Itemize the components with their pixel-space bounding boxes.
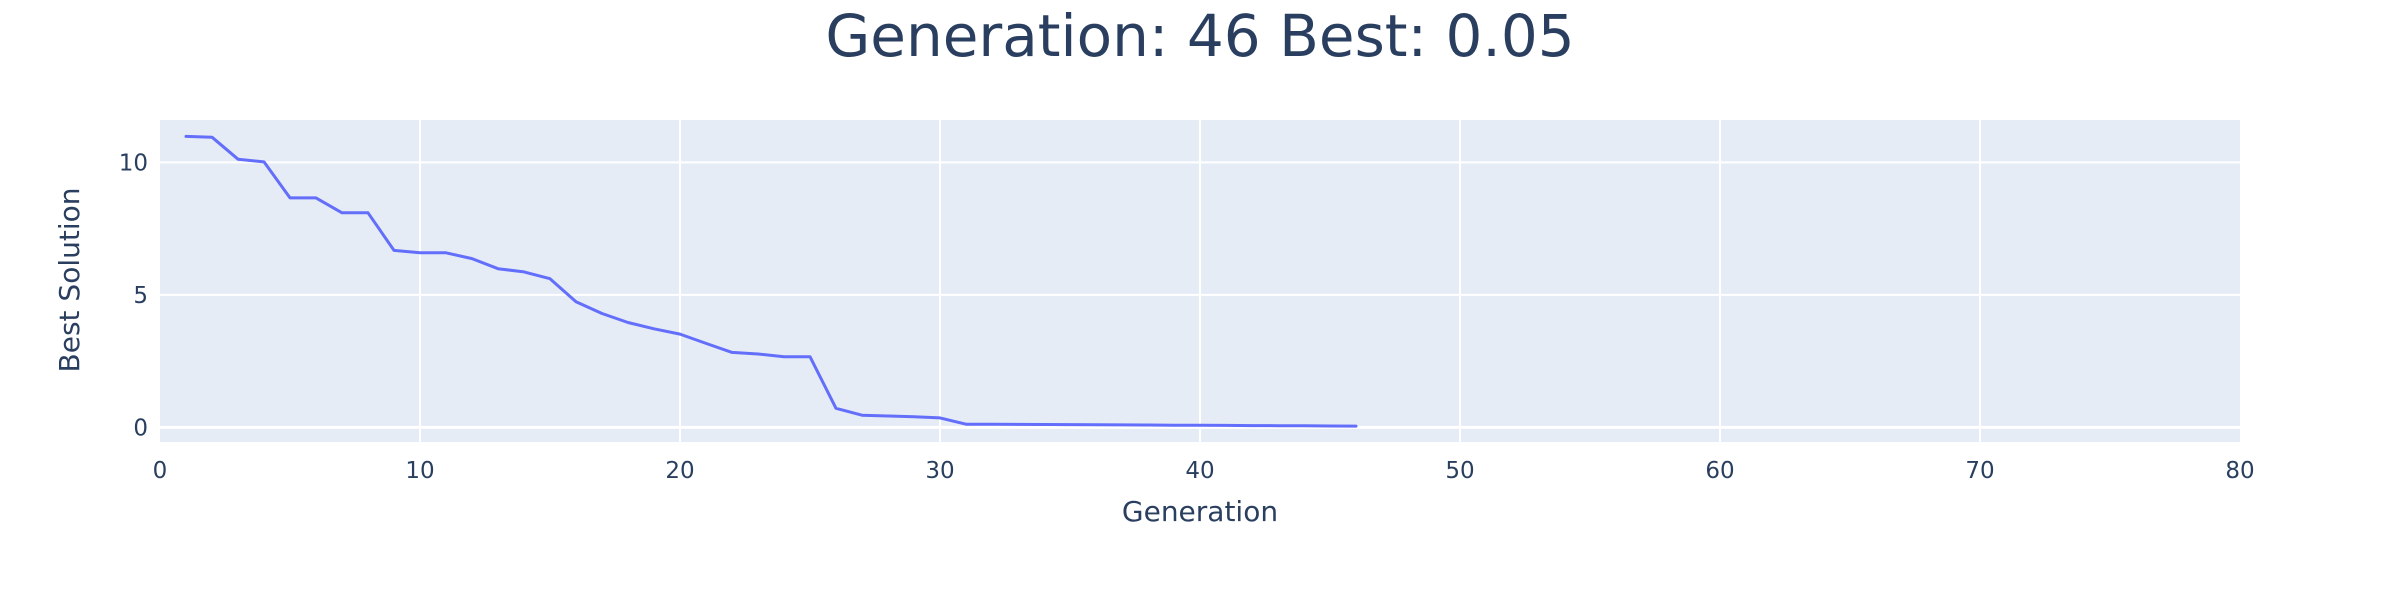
x-tick-label: 70 [1965,458,1994,484]
x-tick-label: 20 [665,458,694,484]
x-tick-label: 30 [925,458,954,484]
x-tick-label: 40 [1185,458,1214,484]
x-tick-label: 0 [153,458,168,484]
x-tick-label: 10 [405,458,434,484]
x-tick-label: 60 [1705,458,1734,484]
x-axis-title: Generation [1122,495,1278,528]
gridlines [160,120,2240,442]
x-tick-label: 80 [2225,458,2254,484]
series-layer [184,134,1358,428]
x-tick-label: 50 [1445,458,1474,484]
y-tick-label: 5 [133,283,148,309]
chart-title: Generation: 46 Best: 0.05 [825,2,1574,70]
best-solution-line [184,134,1358,428]
y-tick-label: 10 [119,150,148,176]
y-tick-label: 0 [133,415,148,441]
y-axis-title: Best Solution [53,188,86,373]
tick-labels: 0 10 20 30 40 50 60 70 80 0 5 10 [119,150,2255,484]
